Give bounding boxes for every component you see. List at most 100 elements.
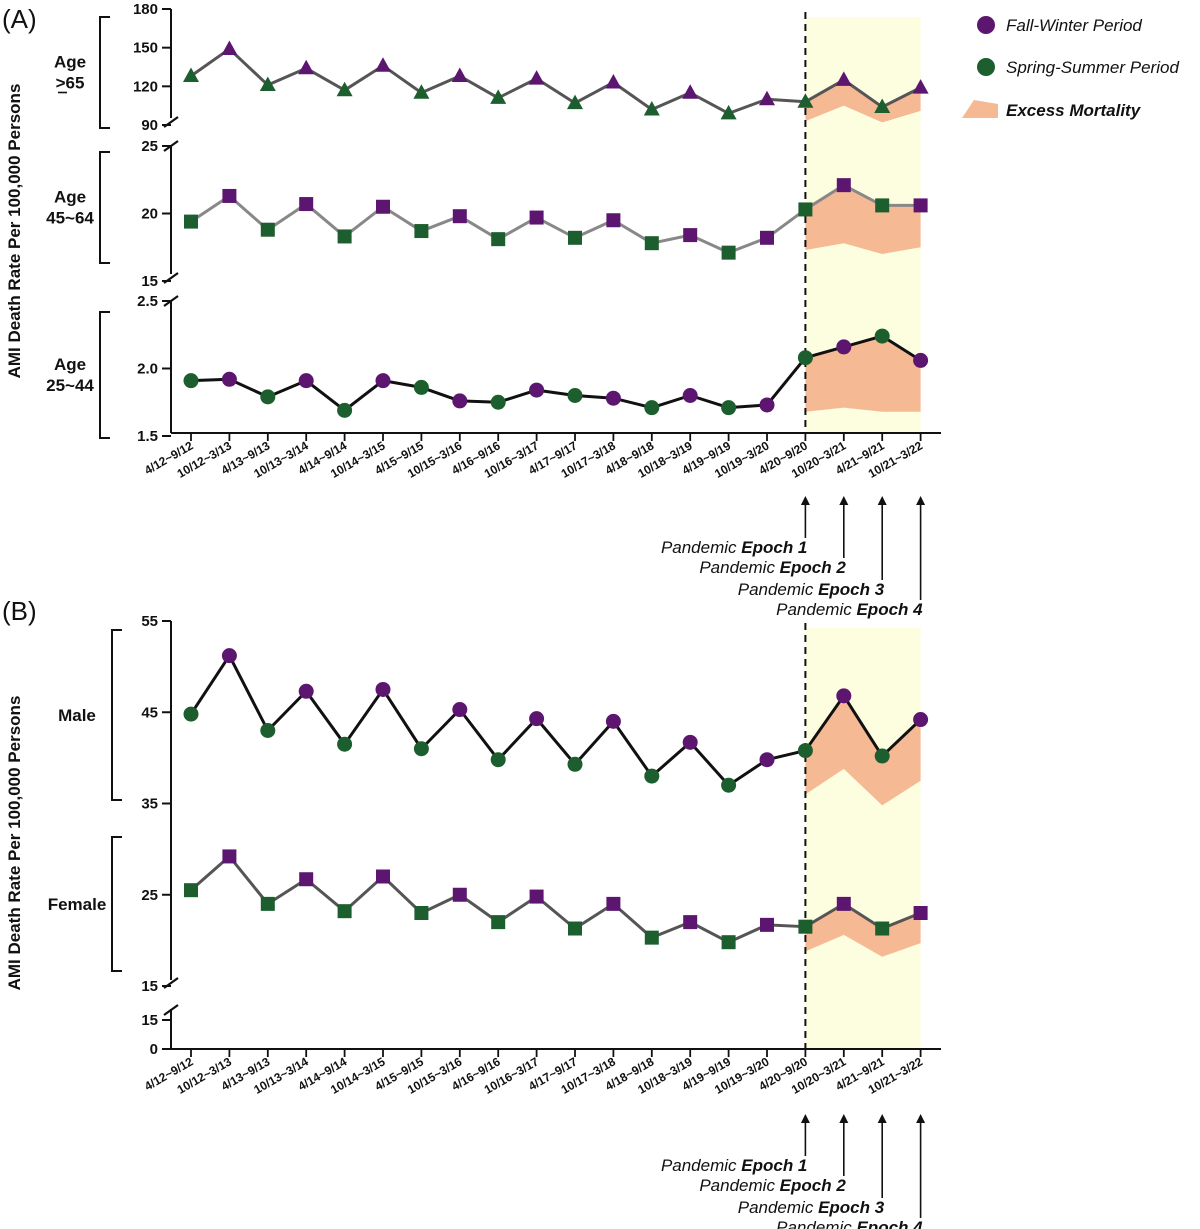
panel-a-age-65-point-13 <box>643 101 660 116</box>
panel-b-male-point-4 <box>298 683 314 699</box>
panel-b-female-point-4 <box>299 872 314 887</box>
legend-excess-mortality-swatch <box>962 100 998 118</box>
panel-a-age-45-64-point-1 <box>184 214 198 229</box>
panel-a-age-45-64-excess-mortality-band <box>805 185 921 254</box>
panel-a-age-25-44-point-1 <box>183 373 199 389</box>
panel-a-age-25-44-bracket <box>99 311 110 439</box>
legend-spring-summer-marker <box>977 58 995 76</box>
panel-b-y-tick-lower-0: 0 <box>150 1041 158 1058</box>
panel-a-age-65-point-9 <box>490 89 507 104</box>
panel-a-age-65-point-11 <box>567 94 583 110</box>
panel-a-age-45-64-point-14 <box>683 228 698 243</box>
panel-b-y-tick-upper-15: 15 <box>141 978 158 995</box>
panel-b-male-excess-mortality-band <box>805 695 921 806</box>
panel-b-female-point-6 <box>376 869 390 884</box>
panel-a-age-25-44-point-20 <box>913 352 929 368</box>
panel-a-age-65-group-label-line-2: >65 <box>56 74 85 93</box>
panel-a-age-25-44-point-12 <box>605 390 621 406</box>
panel-a-age-25-44-point-4 <box>298 373 314 389</box>
panel-a-age-25-44-point-7 <box>413 379 429 395</box>
panel-b-epoch-1-arrow-head <box>800 1114 810 1123</box>
panel-a-epoch-1-arrow-head <box>800 496 810 505</box>
panel-a-age-45-64-point-4 <box>299 197 314 212</box>
panel-a-epoch-2-label: Pandemic Epoch 2 <box>699 558 846 577</box>
panel-b-y-tick-upper-25: 25 <box>141 887 158 904</box>
panel-a-age-25-44-point-5 <box>337 402 353 418</box>
panel-a-age-45-64-point-18 <box>836 178 851 193</box>
panel-b-male-point-10 <box>529 711 545 727</box>
panel-a-age-45-64-point-17 <box>798 202 813 217</box>
panel-b-female-point-19 <box>875 921 890 936</box>
panel-a-age-25-44-point-18 <box>836 339 852 355</box>
axes-layer <box>99 8 941 1218</box>
panel-a-label: (A) <box>2 4 37 34</box>
panel-b-epoch-1-label: Pandemic Epoch 1 <box>661 1156 807 1175</box>
labels-layer: 90120150180Age>65152025Age45~641.52.02.5… <box>46 1 925 1229</box>
panel-b-female-point-8 <box>452 887 467 902</box>
panel-a-age-65-y-tick-120: 120 <box>133 78 158 95</box>
panel-b-female-point-18 <box>836 896 851 911</box>
panel-b-male-point-16 <box>759 752 775 768</box>
panel-b-female-point-1 <box>184 883 198 898</box>
panel-a-age-25-44-point-10 <box>529 382 545 398</box>
panel-a-age-45-64-point-15 <box>721 245 736 260</box>
panel-a-age-45-64-bracket <box>99 151 110 264</box>
panel-a-age-45-64-point-9 <box>491 232 506 247</box>
panel-b-male-bracket <box>111 629 122 801</box>
panel-a-age-45-64-point-10 <box>529 210 544 225</box>
panel-a-age-45-64-group-label-line-1: Age <box>54 188 86 207</box>
panel-a-age-25-44-y-tick-1-5: 1.5 <box>137 428 158 445</box>
panel-a-age-45-64-point-5 <box>337 229 352 244</box>
panel-a-age-25-44-point-14 <box>682 388 698 403</box>
panel-b-female-point-15 <box>721 935 736 950</box>
panel-b-male-point-9 <box>490 752 506 768</box>
panel-a-age-45-64-point-19 <box>875 198 890 213</box>
panel-a-age-65-bracket <box>99 16 110 129</box>
panel-a-age-65-point-19 <box>874 98 891 113</box>
panel-a-age-65-point-7 <box>413 84 430 99</box>
panel-a-y-axis-title: AMI Death Rate Per 100,000 Persons <box>5 84 24 379</box>
panel-a-age-25-44-point-17 <box>797 350 813 366</box>
panel-a-epoch-3-label: Pandemic Epoch 3 <box>738 580 885 599</box>
panel-a-age-25-44-excess-mortality-band <box>805 336 921 412</box>
panel-a-age-45-64-point-3 <box>260 222 275 237</box>
panel-a-age-65-point-14 <box>682 84 699 99</box>
panel-a-age-65-point-2 <box>221 40 238 55</box>
panel-a-age-65-point-18 <box>835 71 852 86</box>
panel-b-male-point-2 <box>221 648 237 664</box>
panel-a-age-45-64-point-11 <box>568 230 582 245</box>
panel-a-age-45-64-point-7 <box>414 224 429 239</box>
panel-a-age-65-point-1 <box>183 67 199 83</box>
panel-a-age-25-44-point-3 <box>260 389 276 405</box>
series-markers-layer <box>183 40 929 950</box>
panel-a-age-65-point-17 <box>797 93 814 108</box>
panel-b-female-point-9 <box>491 915 506 930</box>
panel-b-male-point-1 <box>183 706 199 722</box>
panel-b-epoch-2-arrow-head <box>839 1114 849 1123</box>
panel-b-female-point-20 <box>913 906 928 920</box>
panel-a-epoch-4-label: Pandemic Epoch 4 <box>776 600 923 619</box>
panel-b-female-point-10 <box>529 889 544 904</box>
panel-a-age-45-64-point-20 <box>913 198 928 213</box>
panel-b-male-point-3 <box>260 723 276 738</box>
panel-b-female-bracket <box>111 836 122 972</box>
legend-fall-winter-label: Fall-Winter Period <box>1006 16 1142 35</box>
panel-b-male-point-15 <box>721 777 737 793</box>
pandemic-shading-layer <box>805 17 921 1049</box>
panel-a-age-65-point-8 <box>451 67 468 83</box>
panel-a-age-65-point-16 <box>759 90 775 106</box>
panel-a-age-65-y-tick-180: 180 <box>133 1 158 18</box>
panel-b-male-point-19 <box>874 748 890 764</box>
panel-a-age-25-44-point-11 <box>567 388 583 403</box>
panel-a-age-65-point-4 <box>298 59 315 75</box>
panel-b-male-point-17 <box>797 743 813 759</box>
panel-b-female-point-3 <box>260 896 275 911</box>
panel-b-male-point-12 <box>605 713 621 729</box>
panel-a-age-65-point-20 <box>912 79 929 94</box>
legend-spring-summer-label: Spring-Summer Period <box>1006 58 1179 77</box>
panel-a-age-65-point-3 <box>259 76 276 92</box>
panel-b-female-point-11 <box>568 921 582 936</box>
panel-a-age-65-point-5 <box>336 81 353 97</box>
panel-b-female-point-2 <box>222 849 237 864</box>
